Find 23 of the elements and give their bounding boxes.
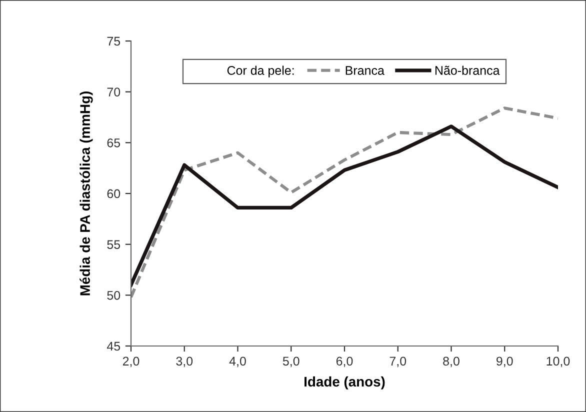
y-tick-label: 45 (106, 342, 120, 351)
legend-label: Não-branca (435, 66, 500, 75)
x-tick-label: 8,0 (443, 356, 460, 368)
y-tick-label: 55 (107, 240, 120, 249)
x-tick-label: 7,0 (390, 356, 406, 368)
x-tick-label: 4,0 (229, 356, 246, 368)
y-tick-label: 70 (107, 88, 120, 96)
x-tick-label: 2,0 (122, 356, 140, 368)
legend-title: Cor da pele: (227, 66, 294, 78)
y-tick-label: 65 (107, 138, 120, 148)
line-series (131, 124, 558, 287)
line-series (131, 106, 558, 299)
legend-label: Branca (346, 66, 384, 75)
x-tick-label: 5,0 (282, 356, 300, 368)
y-tick-label: 50 (107, 290, 120, 300)
y-axis-title: Média de PA diastólica (mmHg) (80, 92, 93, 296)
x-tick-label: 6,0 (336, 356, 353, 368)
x-tick-label: 3,0 (176, 356, 193, 368)
y-tick-label: 60 (107, 189, 120, 198)
x-axis-title: Idade (anos) (304, 376, 385, 390)
x-tick-label: 9,0 (496, 356, 513, 368)
y-tick-label: 75 (107, 36, 120, 46)
x-tick-label: 10,0 (546, 356, 570, 368)
